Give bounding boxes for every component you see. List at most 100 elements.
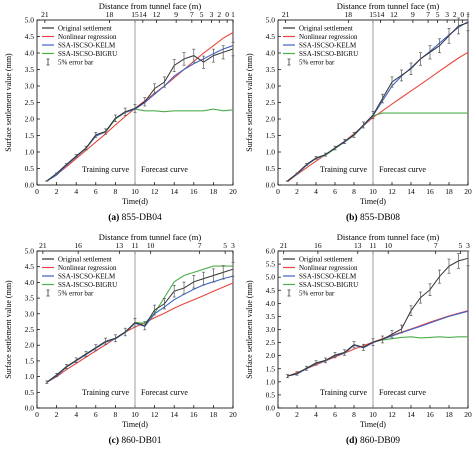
top-tick-label: 9 [174, 10, 178, 19]
y-tick-label: 4.5 [266, 286, 276, 295]
legend-label: SSA-ISCSO-BIGRU [58, 50, 117, 58]
y-tick-label: 4.0 [25, 49, 35, 58]
x-tick-label: 8 [352, 410, 356, 419]
y-tick-label: 3.0 [25, 82, 35, 91]
y-tick-label: 1.5 [266, 364, 276, 373]
x-tick-label: 2 [295, 410, 299, 419]
y-tick-label: 0.0 [266, 181, 276, 190]
series-line-original [46, 268, 234, 383]
y-tick-label: 1.0 [25, 372, 35, 381]
x-tick-label: 12 [388, 187, 396, 196]
y-tick-label: 2.0 [266, 115, 276, 124]
legend-label: 5% error bar [299, 290, 335, 298]
top-tick-label: 21 [39, 241, 47, 250]
panel-caption-tag: (d) [346, 435, 358, 446]
x-axis-title: Time(d) [122, 420, 148, 429]
y-tick-label: 2.0 [25, 341, 35, 350]
training-curve-label: Training curve [320, 165, 367, 174]
x-tick-label: 10 [131, 410, 139, 419]
legend-label: Original settlement [58, 25, 112, 33]
y-tick-label: 3.5 [266, 65, 276, 74]
x-tick-label: 0 [35, 410, 39, 419]
chart-panel: 0 2 4 6 8 10 12 14 16 18 200.00.51.01.52.02.53.03.… [245, 232, 472, 446]
y-tick-label: 4.0 [266, 49, 276, 58]
legend-label: SSA-ISCSO-KELM [299, 273, 357, 281]
y-axis-title: Surface settlement value (mm) [245, 280, 254, 379]
y-tick-label: 3.5 [25, 294, 35, 303]
y-tick-label: 6.0 [266, 247, 276, 256]
y-tick-label: 0.0 [25, 404, 35, 413]
x-tick-label: 18 [210, 187, 218, 196]
x-tick-label: 6 [333, 410, 337, 419]
series-line-bigru [287, 112, 468, 182]
series-line-original [287, 22, 469, 182]
x-tick-label: 10 [369, 410, 377, 419]
chart-panel: 0 2 4 6 8 10 12 14 16 18 200.00.51.01.52.02.53.03.… [245, 1, 472, 223]
top-tick-label: 11 [131, 241, 138, 250]
x-tick-label: 10 [131, 187, 139, 196]
top-tick-label: 16 [314, 241, 322, 250]
series-line-original [46, 48, 234, 182]
x-tick-label: 12 [388, 410, 396, 419]
forecast-curve-label: Forecast curve [379, 388, 426, 397]
y-tick-label: 4.0 [25, 278, 35, 287]
top-tick-label: 5 [436, 10, 440, 19]
panel-caption-text: 860-DB01 [119, 436, 162, 446]
x-tick-label: 8 [352, 187, 356, 196]
y-axis-title: Surface settlement value (mm) [4, 53, 13, 152]
legend-label: Original settlement [299, 25, 353, 33]
top-axis-title: Distance from tunnel face (m) [337, 232, 440, 242]
x-tick-label: 0 [35, 187, 39, 196]
y-axis-title: Surface settlement value (mm) [245, 53, 254, 152]
top-tick-label: 9 [411, 10, 415, 19]
top-tick-label: 3 [466, 241, 470, 250]
x-tick-label: 20 [229, 410, 237, 419]
training-curve-label: Training curve [82, 165, 129, 174]
top-tick-label: 3 [231, 241, 235, 250]
x-tick-label: 2 [55, 410, 59, 419]
training-curve-label: Training curve [320, 388, 367, 397]
top-tick-label: 5 [200, 10, 204, 19]
top-tick-label: 3 [445, 10, 449, 19]
top-tick-label: 21 [282, 10, 290, 19]
y-tick-label: 1.0 [25, 148, 35, 157]
panel-caption: (c) 860-DB01 [108, 435, 161, 446]
series-line-kelm [287, 21, 469, 182]
x-tick-label: 14 [170, 187, 178, 196]
y-tick-label: 0.0 [266, 404, 276, 413]
y-tick-label: 5.0 [266, 16, 276, 25]
top-tick-label: 0 [225, 10, 229, 19]
x-tick-label: 0 [276, 410, 280, 419]
top-tick-label: 21 [280, 241, 288, 250]
top-tick-label: 14 [377, 10, 385, 19]
legend-label: 5% error bar [58, 290, 94, 298]
panel-caption-tag: (c) [108, 435, 119, 446]
top-tick-label: 16 [74, 241, 82, 250]
legend-label: 5% error bar [58, 59, 94, 67]
panel-caption-text: 855-DB04 [119, 213, 162, 223]
top-tick-label: 7 [426, 10, 430, 19]
top-tick-label: 21 [41, 10, 49, 19]
x-tick-label: 6 [94, 187, 98, 196]
x-tick-label: 16 [190, 187, 198, 196]
x-tick-label: 20 [464, 187, 472, 196]
x-tick-label: 4 [74, 187, 78, 196]
top-tick-label: 5 [223, 241, 227, 250]
chart-panel: 0 2 4 6 8 10 12 14 16 18 200.00.51.01.52.02.53.03.… [4, 232, 237, 446]
x-tick-label: 14 [407, 410, 415, 419]
legend-label: Original settlement [58, 256, 112, 264]
top-tick-label: 12 [153, 10, 161, 19]
x-axis-title: Time(d) [122, 197, 148, 206]
x-tick-label: 4 [314, 410, 318, 419]
y-tick-label: 1.0 [266, 377, 276, 386]
top-tick-label: 13 [116, 241, 124, 250]
x-tick-label: 4 [314, 187, 318, 196]
y-tick-label: 2.5 [25, 98, 35, 107]
panel-caption-text: 860-DB09 [358, 436, 401, 446]
x-axis-title: Time(d) [360, 197, 386, 206]
top-tick-label: 7 [190, 10, 194, 19]
x-tick-label: 2 [295, 187, 299, 196]
x-tick-label: 16 [426, 187, 434, 196]
legend-label: 5% error bar [299, 59, 335, 67]
